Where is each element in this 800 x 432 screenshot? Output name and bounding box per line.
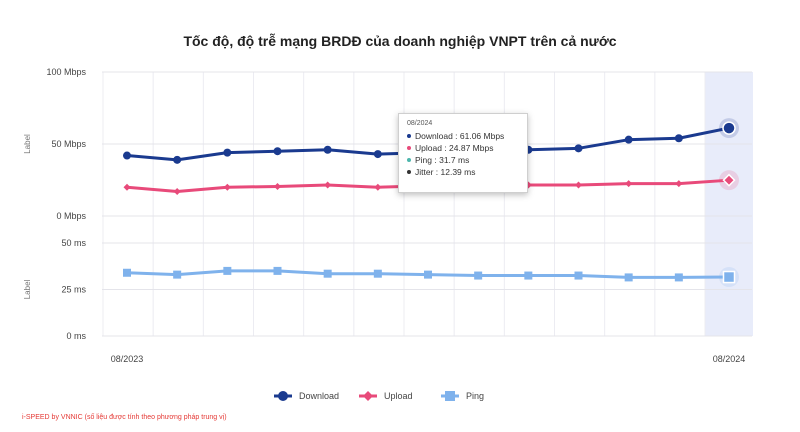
legend-item-download[interactable]: Download xyxy=(274,391,339,401)
legend-square-icon xyxy=(445,391,455,401)
download-point[interactable] xyxy=(323,145,332,154)
upload-point[interactable] xyxy=(123,183,131,191)
legend-item-ping[interactable]: Ping xyxy=(441,391,484,401)
download-point[interactable] xyxy=(173,155,182,164)
ping-point[interactable] xyxy=(674,273,683,282)
download-point[interactable] xyxy=(722,121,736,135)
ping-point[interactable] xyxy=(474,271,483,280)
upload-point[interactable] xyxy=(274,182,281,190)
tooltip-row-download: Download : 61.06 Mbps xyxy=(407,130,519,142)
ping-point[interactable] xyxy=(722,270,736,284)
upload-point[interactable] xyxy=(722,173,736,187)
jitter-dot-icon xyxy=(407,170,411,174)
y-tick-label: 100 Mbps xyxy=(46,67,86,77)
download-point[interactable] xyxy=(223,148,232,157)
y-tick-label: 0 ms xyxy=(66,331,86,341)
ping-dot-icon xyxy=(407,158,411,162)
y-tick-label: 50 ms xyxy=(61,238,86,248)
legend-label: Ping xyxy=(466,391,484,401)
highlight-column xyxy=(705,72,753,336)
legend-circle-icon xyxy=(278,391,288,401)
legend-diamond-icon xyxy=(363,391,373,401)
ping-point[interactable] xyxy=(273,266,282,275)
ping-point[interactable] xyxy=(624,273,633,282)
ping-point[interactable] xyxy=(574,271,583,280)
tooltip-upload: Upload : 24.87 Mbps xyxy=(415,143,494,153)
x-tick-label: 08/2023 xyxy=(111,354,144,364)
ping-point[interactable] xyxy=(173,270,182,279)
tooltip-jitter: Jitter : 12.39 ms xyxy=(415,167,476,177)
upload-point[interactable] xyxy=(625,180,633,188)
upload-point[interactable] xyxy=(575,181,582,189)
tooltip-row-ping: Ping : 31.7 ms xyxy=(407,154,519,166)
y-tick-label: 25 ms xyxy=(61,285,86,295)
footer-source: i-SPEED by VNNIC (số liệu được tính theo… xyxy=(22,414,227,421)
download-dot-icon xyxy=(407,134,411,138)
ping-point[interactable] xyxy=(223,266,232,275)
tooltip-row-jitter: Jitter : 12.39 ms xyxy=(407,166,519,178)
upload-point[interactable] xyxy=(374,183,382,191)
tooltip-date: 08/2024 xyxy=(407,120,433,127)
chart-tooltip: 08/2024 Download : 61.06 Mbps Upload : 2… xyxy=(398,113,528,193)
x-tick-label: 08/2024 xyxy=(713,354,746,364)
upload-point[interactable] xyxy=(675,180,683,188)
upload-point[interactable] xyxy=(324,181,332,189)
upload-point[interactable] xyxy=(173,188,181,196)
download-point[interactable] xyxy=(574,144,583,153)
tooltip-download: Download : 61.06 Mbps xyxy=(415,131,505,141)
y-axis-title: Label xyxy=(23,279,32,299)
tooltip-row-upload: Upload : 24.87 Mbps xyxy=(407,142,519,154)
y-tick-label: 0 Mbps xyxy=(56,211,86,221)
download-point[interactable] xyxy=(674,134,683,143)
legend-label: Upload xyxy=(384,391,413,401)
legend-item-upload[interactable]: Upload xyxy=(359,391,413,401)
download-point[interactable] xyxy=(624,135,633,144)
ping-point[interactable] xyxy=(123,268,131,277)
y-tick-label: 50 Mbps xyxy=(51,139,86,149)
y-axis-title: Label xyxy=(23,134,32,154)
legend-label: Download xyxy=(299,391,339,401)
upload-point[interactable] xyxy=(223,183,231,191)
download-point[interactable] xyxy=(123,151,131,160)
ping-point[interactable] xyxy=(323,269,332,278)
ping-point[interactable] xyxy=(424,270,432,279)
ping-point[interactable] xyxy=(524,271,533,280)
ping-point[interactable] xyxy=(373,269,382,278)
upload-dot-icon xyxy=(407,146,411,150)
tooltip-ping: Ping : 31.7 ms xyxy=(415,155,470,165)
download-point[interactable] xyxy=(373,150,382,159)
download-point[interactable] xyxy=(273,147,282,156)
chart-title: Tốc độ, độ trễ mạng BRDĐ của doanh nghiệ… xyxy=(183,33,616,49)
